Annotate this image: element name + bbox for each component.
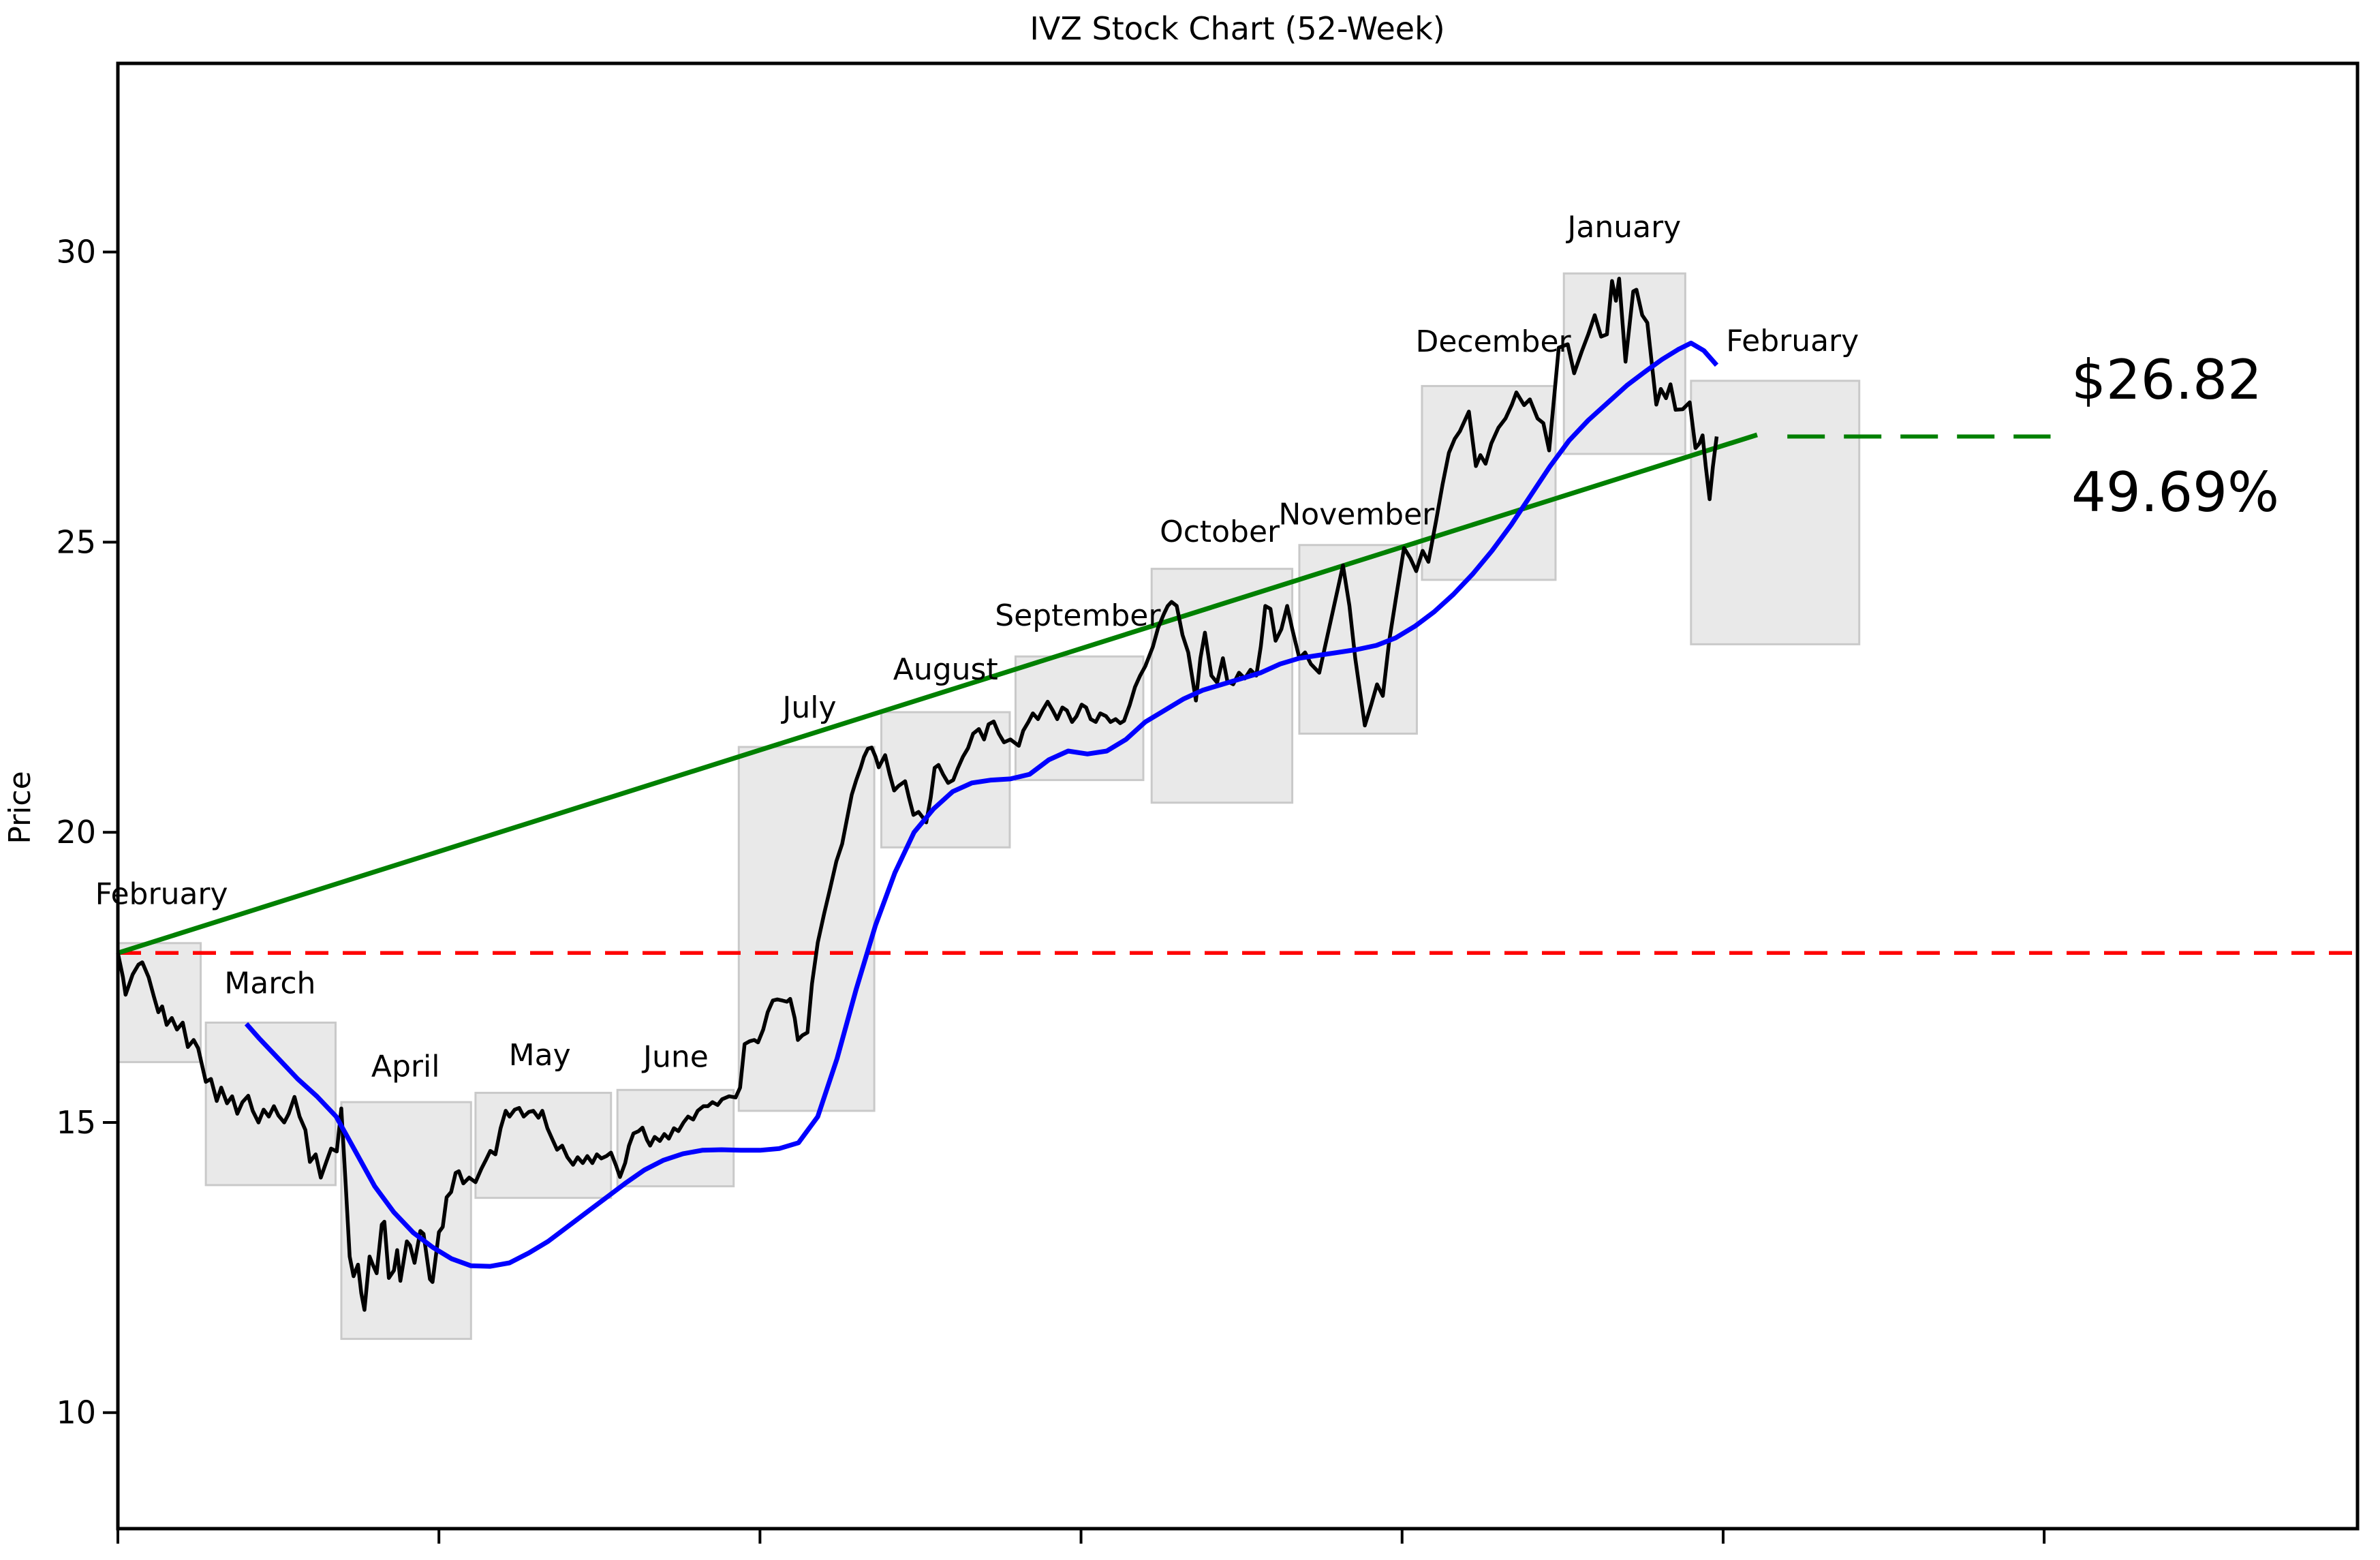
month-range-box-december [1421,384,1557,581]
last-price-annotation: $26.82 [2071,348,2262,412]
month-label-april: April [371,1049,440,1084]
month-label-september: September [995,598,1161,633]
month-range-box-september [1014,655,1145,782]
month-label-february: February [95,876,228,911]
percent-change-annotation: 49.69% [2071,461,2279,524]
y-tick-label: 20 [56,814,96,851]
month-label-november: November [1278,498,1435,532]
month-labels-layer: February March April May June July August Septe… [95,210,1859,1084]
20-day-moving-average-line [244,340,1719,1269]
month-label-june: June [641,1040,709,1075]
month-label-july: July [780,690,836,725]
month-label-may: May [509,1038,571,1073]
month-range-box-february [1690,380,1861,645]
y-tick-label: 15 [56,1104,96,1141]
y-tick-label: 25 [56,523,96,560]
month-label-august: August [893,652,998,687]
month-range-box-july [737,746,876,1112]
month-label-january: January [1565,210,1681,245]
month-range-box-june [616,1088,735,1188]
y-axis-label: Price [3,771,37,844]
month-label-march: March [224,966,315,1001]
y-tick-label: 10 [56,1394,96,1431]
month-label-december: December [1415,324,1571,359]
axis-layer: 10 15 20 25 30 [56,61,2360,1544]
trend-line-line [117,432,1758,955]
daily-close-line [116,277,1719,1312]
y-tick-label: 30 [56,234,96,271]
series-layer [116,277,2358,1312]
month-label-october: October [1160,515,1280,549]
month-range-box-april [340,1101,472,1341]
chart-title: IVZ Stock Chart (52-Week) [1030,10,1444,47]
plot-frame [116,61,2360,1531]
month-boxes-layer [117,272,1861,1341]
month-label-february: February [1726,324,1859,358]
